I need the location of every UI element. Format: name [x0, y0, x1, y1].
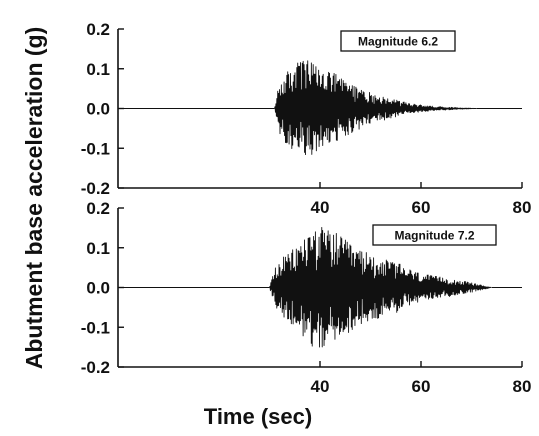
panel-magnitude-6-2: 0.2 0.1 0.0 -0.1 -0.2 40 60 80 Magnitude 6.2: [81, 20, 532, 217]
x-tick-label: 80: [513, 377, 532, 396]
legend-box: [372, 224, 497, 246]
y-tick-label: -0.1: [81, 318, 110, 337]
y-tick-label: 0.2: [86, 199, 110, 218]
legend-label: Magnitude 6.2: [358, 35, 438, 49]
panel-magnitude-7-2: 0.2 0.1 0.0 -0.1 -0.2 40 60 80 Magnitude 7.2: [81, 199, 532, 396]
y-tick-label: 0.1: [86, 60, 110, 79]
y-tick-label: -0.2: [81, 179, 110, 198]
y-tick-label: -0.1: [81, 139, 110, 158]
y-tick-label: 0.1: [86, 239, 110, 258]
y-tick-label: -0.2: [81, 358, 110, 377]
acceleration-trace: [269, 226, 492, 348]
x-tick-label: 60: [412, 377, 431, 396]
acceleration-trace: [274, 60, 477, 156]
legend-label: Magnitude 7.2: [394, 229, 474, 243]
x-tick-label: 40: [311, 198, 330, 217]
y-tick-label: 0.0: [86, 100, 110, 119]
x-tick-label: 40: [311, 377, 330, 396]
x-tick-label: 80: [513, 198, 532, 217]
x-axis-title: Time (sec): [204, 404, 312, 429]
x-tick-label: 60: [412, 198, 431, 217]
y-axis-title: Abutment base acceleration (g): [21, 27, 47, 370]
legend-box: [340, 30, 456, 52]
y-tick-label: 0.0: [86, 279, 110, 298]
y-tick-label: 0.2: [86, 20, 110, 39]
